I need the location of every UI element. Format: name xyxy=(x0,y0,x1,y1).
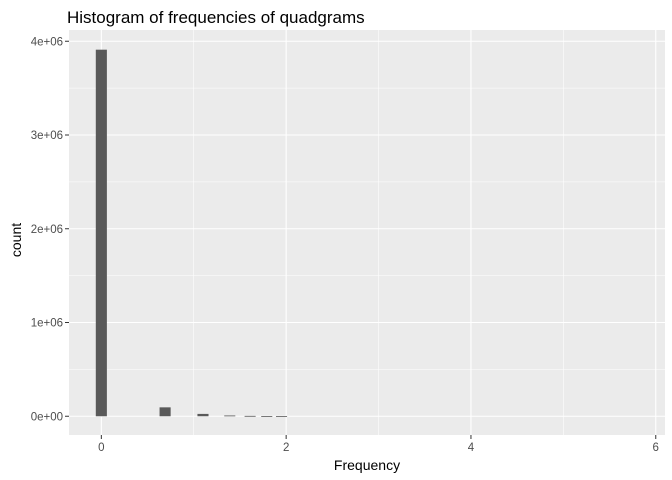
histogram-bar xyxy=(244,415,256,417)
y-tick-label: 3e+06 xyxy=(31,130,63,142)
y-tick-label: 4e+06 xyxy=(31,36,63,48)
chart-title: Histogram of frequencies of quadgrams xyxy=(67,8,365,27)
x-tick-label: 6 xyxy=(653,442,659,454)
histogram-bar xyxy=(224,415,236,417)
y-axis: 0e+00 1e+06 2e+06 3e+06 4e+06 xyxy=(31,36,69,423)
histogram-bar xyxy=(261,416,273,417)
histogram-bars xyxy=(95,49,288,417)
minor-gridlines xyxy=(69,30,665,435)
x-axis: 0 2 4 6 xyxy=(98,435,659,454)
histogram-bar xyxy=(159,407,171,417)
y-tick-label: 1e+06 xyxy=(31,318,63,330)
y-axis-title: count xyxy=(8,223,24,257)
histogram-bar xyxy=(95,49,107,417)
x-tick-label: 4 xyxy=(468,442,475,454)
histogram-bar xyxy=(275,416,288,417)
y-tick-label: 0e+00 xyxy=(31,411,63,423)
x-tick-label: 2 xyxy=(283,442,289,454)
histogram-bar xyxy=(197,413,209,417)
x-tick-label: 0 xyxy=(98,442,104,454)
y-tick-label: 2e+06 xyxy=(31,224,63,236)
x-axis-title: Frequency xyxy=(334,457,400,473)
plot-panel xyxy=(69,30,665,435)
